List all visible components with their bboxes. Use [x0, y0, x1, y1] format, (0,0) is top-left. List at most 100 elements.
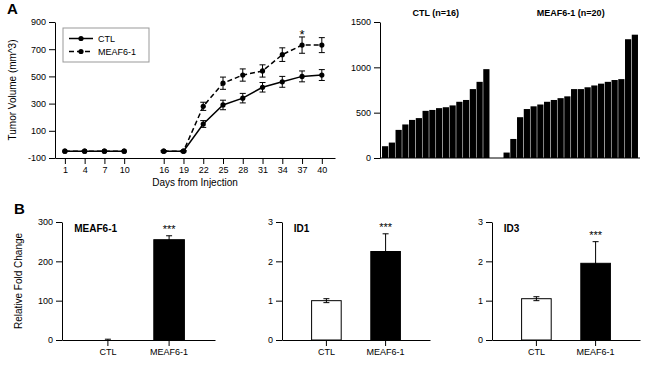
- y-tick-label: -100: [28, 153, 46, 163]
- series-line: [164, 75, 322, 151]
- x-tick: 28: [238, 158, 248, 175]
- y-axis: 0 1 2 3: [478, 217, 493, 345]
- x-axis: CTLMEAF6-1: [63, 340, 216, 357]
- y-tick-label: 2: [478, 257, 483, 267]
- panel-title: MEAF6-1: [74, 223, 117, 234]
- error-bar-stem: [595, 242, 596, 285]
- marker: [122, 149, 127, 154]
- y-tick-mark: [49, 131, 55, 132]
- marker: [319, 43, 324, 48]
- y-tick-mark: [56, 340, 62, 341]
- x-tick-mark: [282, 158, 283, 164]
- error-bar-cap: [240, 93, 246, 94]
- y-tick: 3: [478, 217, 492, 227]
- group-label: MEAF6-1 (n=20): [537, 8, 605, 18]
- x-tick-label: 37: [298, 165, 308, 175]
- bar: [537, 105, 543, 158]
- y-tick-label: 0: [48, 335, 53, 345]
- error-bar-cap: [383, 233, 389, 234]
- y-tick-label: 100: [38, 296, 53, 306]
- y-tick-mark: [486, 340, 492, 341]
- x-tick-label: CTL: [99, 347, 116, 357]
- error-bar-cap: [260, 77, 266, 78]
- x-axis-title: Days from Injection: [152, 177, 238, 188]
- y-tick-mark: [374, 113, 380, 114]
- marker: [280, 52, 285, 57]
- error-bar: [279, 48, 285, 62]
- y-tick: 3: [268, 217, 282, 227]
- x-tick-label: CTL: [318, 347, 335, 357]
- error-bar: [323, 299, 329, 303]
- x-tick: CTL: [318, 340, 335, 357]
- y-tick-mark: [56, 222, 62, 223]
- error-bar-cap: [323, 298, 329, 299]
- legend-item: CTL: [69, 34, 115, 44]
- bar: [423, 111, 429, 158]
- error-bar-cap: [319, 52, 325, 53]
- figure: 14710161922252831343740-1001003005007009…: [0, 0, 650, 379]
- series-line: [65, 150, 124, 152]
- x-tick: 34: [278, 158, 288, 175]
- bar: [544, 102, 550, 158]
- error-bar-stem: [536, 297, 537, 301]
- panel-letter: B: [14, 200, 25, 217]
- y-tick: 100: [31, 126, 55, 136]
- y-tick: 300: [31, 99, 55, 109]
- y-tick: 0: [478, 335, 492, 345]
- x-tick-mark: [263, 158, 264, 164]
- axis-line: [282, 223, 283, 341]
- axis-line: [283, 340, 431, 341]
- series-line: [65, 150, 124, 152]
- y-tick-mark: [276, 261, 282, 262]
- y-tick-label: 0: [478, 335, 483, 345]
- x-tick-mark: [536, 340, 537, 346]
- error-bar-cap: [279, 87, 285, 88]
- x-tick: CTL: [528, 340, 545, 357]
- x-tick-label: MEAF6-1: [577, 347, 615, 357]
- y-tick: 1000: [351, 63, 380, 73]
- error-bar-cap: [260, 82, 266, 83]
- bar: [578, 89, 584, 158]
- error-bar-stem: [385, 234, 386, 269]
- marker: [62, 149, 67, 154]
- x-tick-label: 7: [102, 165, 107, 175]
- y-tick: 900: [31, 17, 55, 27]
- y-axis-title: Tumor Volume (mm^3): [7, 39, 18, 140]
- x-tick-label: 22: [199, 165, 209, 175]
- bar: [524, 109, 530, 158]
- axis-line: [493, 340, 641, 341]
- axis-line: [492, 223, 493, 341]
- y-tick: 200: [38, 257, 62, 267]
- error-bar: [533, 297, 539, 301]
- bar: [591, 85, 597, 158]
- axis-line: [63, 340, 216, 341]
- bar: [564, 96, 570, 158]
- error-bar-cap: [533, 300, 539, 301]
- error-bar-cap: [593, 241, 599, 242]
- x-tick-mark: [107, 340, 108, 346]
- axis-line: [380, 23, 381, 159]
- bar: [409, 120, 415, 158]
- bar: [551, 100, 557, 158]
- y-tick: 1: [478, 296, 492, 306]
- y-tick-mark: [49, 49, 55, 50]
- error-bar: [220, 77, 226, 89]
- plot-area: [105, 236, 185, 340]
- marker: [299, 74, 304, 79]
- marker: [122, 149, 127, 154]
- x-tick: 10: [120, 158, 130, 175]
- legend-label: CTL: [98, 34, 115, 44]
- bar: [389, 143, 395, 158]
- bar: [456, 102, 462, 158]
- bar: [402, 124, 408, 158]
- x-tick: 40: [317, 158, 327, 175]
- x-tick: 31: [258, 158, 268, 175]
- x-tick-mark: [85, 158, 86, 164]
- y-tick-mark: [374, 22, 380, 23]
- error-bar-cap: [200, 127, 206, 128]
- group-label: CTL (n=16): [412, 8, 459, 18]
- error-bar-cap: [279, 47, 285, 48]
- y-tick-label: 2: [268, 257, 273, 267]
- error-bar-cap: [220, 89, 226, 90]
- panel-title: ID3: [504, 223, 520, 234]
